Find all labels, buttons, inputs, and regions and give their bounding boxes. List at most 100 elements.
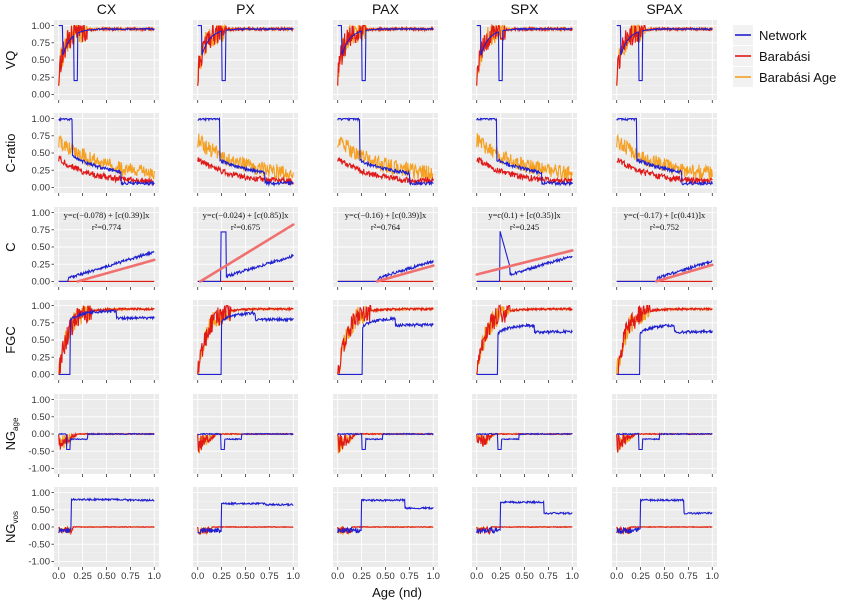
x-tick-label: 0.75 bbox=[121, 571, 140, 582]
panel-cratio-pax bbox=[333, 113, 438, 196]
fit-equation: y=c(0.1) + [c(0.35)]x bbox=[488, 210, 561, 220]
panel-vq-cx: 0.00 0.25 0.50 0.75 1.00 bbox=[32, 20, 159, 103]
panel-ngvos-spax: 0.0 0.25 0.50 0.75 1.0 bbox=[610, 487, 719, 582]
series-line-network bbox=[476, 499, 573, 534]
y-tick-label: 0.00 bbox=[32, 370, 51, 381]
series-line-barab-si bbox=[616, 525, 713, 535]
series-line-barab-si bbox=[58, 525, 155, 536]
y-tick-label: 1.00 bbox=[32, 114, 51, 125]
x-tick-label: 0.50 bbox=[236, 571, 255, 582]
panel-ngage-spx bbox=[472, 394, 577, 477]
series-line-barab-si bbox=[197, 305, 294, 375]
panel-cratio-spx bbox=[472, 113, 577, 196]
y-tick-label: 0.50 bbox=[32, 335, 51, 346]
row-label-ngvos: NGvos bbox=[3, 511, 20, 543]
series-line-network bbox=[197, 116, 294, 187]
fit-r-squared: r²=0.675 bbox=[231, 222, 260, 232]
series-line-network bbox=[337, 25, 434, 82]
fit-line bbox=[655, 263, 714, 283]
series-line-barab-si bbox=[337, 305, 434, 375]
series-line-network bbox=[616, 117, 713, 187]
y-tick-label: 0.25 bbox=[32, 352, 51, 363]
x-tick-label: 0.75 bbox=[539, 571, 558, 582]
panel-fgc-px bbox=[193, 300, 298, 383]
x-tick-label: 0.25 bbox=[352, 571, 371, 582]
x-tick-label: 0.50 bbox=[97, 571, 116, 582]
y-tick-label: 0.50 bbox=[32, 148, 51, 159]
y-tick-label: 1.00 bbox=[32, 488, 51, 499]
series-line-network bbox=[616, 25, 713, 82]
y-tick-label: -0.50 bbox=[28, 539, 50, 550]
series-line-network bbox=[616, 432, 713, 451]
y-tick-label: -1.00 bbox=[28, 557, 50, 568]
x-axis-label: Age (nd) bbox=[372, 585, 422, 600]
x-tick-label: 1.0 bbox=[148, 571, 161, 582]
series-line-network bbox=[476, 117, 573, 187]
row-labels: VQ C-ratio C FGC NGage NGvos bbox=[3, 51, 20, 543]
x-tick-label: 0.75 bbox=[260, 571, 279, 582]
column-title-pax: PAX bbox=[372, 1, 400, 17]
series-line-network bbox=[197, 231, 294, 282]
panel-vq-spx bbox=[472, 20, 577, 103]
fit-line bbox=[76, 258, 156, 283]
y-tick-label: 0.75 bbox=[32, 131, 51, 142]
series-line-network bbox=[58, 497, 155, 534]
series-line-network bbox=[58, 432, 155, 451]
panel-cratio-spax bbox=[612, 113, 717, 196]
x-tick-label: 0.25 bbox=[491, 571, 510, 582]
panel-c-cx: 0.00 0.25 0.50 0.75 1.00 y=c(−0.078) + [c(0.3… bbox=[32, 207, 159, 290]
series-line-network bbox=[476, 25, 573, 82]
panel-fgc-pax bbox=[333, 300, 438, 383]
series-line-barab-si bbox=[476, 303, 573, 375]
series-line-barab-si bbox=[58, 154, 155, 186]
fit-line bbox=[375, 264, 435, 283]
panel-ngage-cx: -1.00 -0.50 0.00 0.50 1.00 bbox=[28, 394, 159, 477]
x-tick-label: 0.75 bbox=[400, 571, 419, 582]
series-line-network bbox=[197, 501, 294, 534]
legend-label: Network bbox=[759, 28, 807, 43]
panel-c-pax: y=c(−0.16) + [c(0.39)]x r²=0.764 bbox=[333, 207, 438, 290]
column-title-spx: SPX bbox=[510, 1, 539, 17]
panel-vq-px bbox=[193, 20, 298, 103]
panel-cratio-cx: 0.00 0.25 0.50 0.75 1.00 bbox=[32, 113, 159, 196]
x-tick-label: 1.0 bbox=[706, 571, 719, 582]
series-line-barab-si-age bbox=[476, 133, 573, 182]
row-label-subscript: vos bbox=[11, 511, 20, 523]
x-tick-label: 0.50 bbox=[655, 571, 674, 582]
panel-ngvos-px: 0.0 0.25 0.50 0.75 1.0 bbox=[191, 487, 300, 582]
series-line-network bbox=[58, 25, 155, 82]
fit-r-squared: r²=0.774 bbox=[92, 222, 122, 232]
y-tick-label: 1.00 bbox=[32, 301, 51, 312]
y-tick-label: -0.50 bbox=[28, 446, 50, 457]
series-line-network bbox=[616, 497, 713, 535]
series-line-barab-si-age bbox=[616, 133, 713, 181]
series-line-barab-si-age bbox=[337, 136, 434, 180]
y-tick-label: 0.25 bbox=[32, 259, 51, 270]
series-line-network bbox=[337, 117, 434, 187]
fit-line bbox=[199, 223, 295, 283]
y-tick-label: 0.75 bbox=[32, 225, 51, 236]
column-title-spax: SPAX bbox=[646, 1, 683, 17]
x-tick-label: 0.0 bbox=[191, 571, 204, 582]
fit-equation: y=c(−0.024) + [c(0.85)]x bbox=[203, 210, 289, 220]
panel-ngvos-pax: 0.0 0.25 0.50 0.75 1.0 bbox=[331, 487, 440, 582]
y-tick-label: 1.00 bbox=[32, 395, 51, 406]
y-tick-label: 0.50 bbox=[32, 505, 51, 516]
panel-c-spax: y=c(−0.17) + [c(0.41)]x r²=0.752 bbox=[612, 207, 717, 290]
x-tick-label: 0.75 bbox=[679, 571, 698, 582]
y-tick-label: 0.25 bbox=[32, 72, 51, 83]
series-line-barab-si-age bbox=[58, 135, 155, 180]
series-line-network bbox=[476, 432, 573, 451]
y-tick-label: 0.75 bbox=[32, 38, 51, 49]
series-line-barab-si bbox=[476, 525, 573, 536]
x-tick-label: 0.25 bbox=[73, 571, 92, 582]
series-line-barab-si bbox=[197, 525, 294, 535]
series-line-network bbox=[616, 260, 713, 282]
y-tick-label: 0.00 bbox=[32, 429, 51, 440]
panel-fgc-cx: 0.00 0.25 0.50 0.75 1.00 bbox=[32, 300, 159, 383]
series-line-barab-si bbox=[337, 525, 434, 535]
series-line-network bbox=[616, 323, 713, 375]
panel-ngvos-cx: -1.00 -0.50 0.00 0.50 1.00 0.0 0.25 0.50 0.75 1.0 bbox=[28, 487, 161, 582]
fit-r-squared: r²=0.752 bbox=[650, 222, 679, 232]
